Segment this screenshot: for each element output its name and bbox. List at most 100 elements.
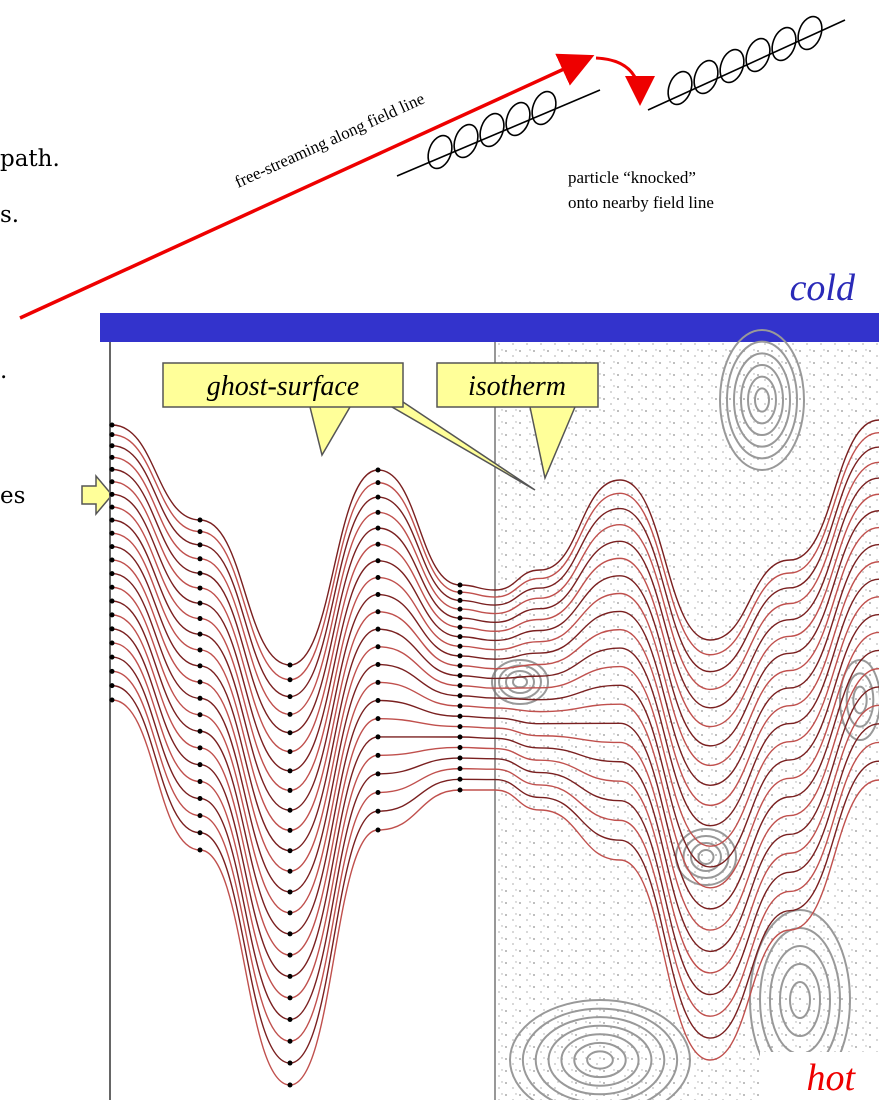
orbit-dot	[109, 683, 115, 689]
helix-loop	[427, 134, 453, 170]
island-ring	[697, 849, 715, 865]
orbit-dot	[197, 779, 203, 785]
orbit-dot	[457, 673, 463, 679]
helix-loop	[667, 70, 693, 106]
hot-label: hot	[806, 1057, 856, 1099]
ghost-curve	[111, 614, 879, 956]
orbit-dot	[287, 995, 293, 1001]
orbit-dot	[109, 504, 115, 510]
ghost-curve	[111, 656, 879, 1021]
orbit-dot	[287, 973, 293, 979]
field-line	[396, 89, 601, 177]
orbit-dot	[375, 558, 381, 564]
ghost-curve	[111, 506, 879, 792]
orbit-dot	[197, 517, 203, 523]
orbit-dot	[287, 952, 293, 958]
orbit-dot	[109, 584, 115, 590]
orbit-dot	[375, 575, 381, 581]
orbit-dot	[457, 653, 463, 659]
orbit-dot	[197, 695, 203, 701]
orbit-dot	[287, 677, 293, 683]
orbit-dot	[287, 931, 293, 937]
helix-loop	[531, 90, 557, 126]
ghost-curve	[111, 600, 879, 935]
island-ring	[779, 963, 821, 1037]
helix	[667, 15, 823, 106]
orbit-dot	[457, 787, 463, 793]
orbit-dot	[109, 640, 115, 646]
ghost-curve	[111, 628, 879, 978]
orbit-dot	[457, 624, 463, 630]
island-ring	[740, 364, 784, 436]
orbit-dot	[375, 644, 381, 650]
orbit-dot	[197, 712, 203, 718]
helix-loop	[797, 15, 823, 51]
helix-loop	[479, 112, 505, 148]
orbit-dot	[197, 847, 203, 853]
callout-pointer	[379, 399, 536, 491]
orbit-dot	[457, 713, 463, 719]
island-ring	[509, 999, 691, 1100]
orbit-dot	[287, 662, 293, 668]
hot-box	[760, 1052, 879, 1100]
helix-loop	[719, 48, 745, 84]
orbit-dot	[375, 662, 381, 668]
orbit-dot	[375, 679, 381, 685]
islands	[491, 329, 879, 1100]
orbit-dot	[287, 711, 293, 717]
orbit-dot	[197, 647, 203, 653]
island-ring	[586, 1050, 614, 1070]
orbit-dot	[375, 808, 381, 814]
orbit-dot	[197, 830, 203, 836]
orbit-dot	[375, 541, 381, 547]
orbit-dot	[109, 466, 115, 472]
orbit-dot	[197, 616, 203, 622]
callout-pointer	[309, 406, 351, 457]
orbit-dot	[375, 734, 381, 740]
orbit-dot	[287, 694, 293, 700]
orbit-dot	[457, 663, 463, 669]
ghost-curve	[111, 481, 879, 753]
orbit-dot	[197, 600, 203, 606]
ghost-curve	[111, 419, 879, 666]
orbit-dot	[109, 654, 115, 660]
island-ring	[547, 1024, 653, 1096]
helix-loop	[693, 59, 719, 95]
orbit-dot	[287, 1060, 293, 1066]
orbit-dot	[109, 571, 115, 577]
orbit-dot	[109, 612, 115, 618]
island-ring	[719, 329, 805, 471]
ghost-curve	[111, 431, 879, 681]
orbit-dot	[457, 589, 463, 595]
orbit-dot	[197, 542, 203, 548]
island-ring	[521, 1007, 679, 1100]
ghost-curve	[111, 532, 879, 832]
orbit-dot	[375, 509, 381, 515]
ghost-curve	[111, 684, 879, 1064]
orbit-dot	[287, 827, 293, 833]
orbit-dot	[109, 668, 115, 674]
orbit-dot	[287, 1038, 293, 1044]
knock-label: onto nearby field line	[568, 193, 714, 212]
margin-text: es	[0, 483, 25, 509]
ghost-curve	[111, 445, 879, 698]
ghost-curve	[111, 670, 879, 1042]
island-ring	[839, 659, 879, 741]
callout-box	[162, 362, 404, 408]
curves	[109, 419, 879, 1088]
orbit-dot	[287, 848, 293, 854]
ghost-curve	[111, 456, 879, 716]
orbit-dot	[375, 716, 381, 722]
helix-loop	[745, 37, 771, 73]
orbit-dot	[197, 556, 203, 562]
orbit-dot	[457, 734, 463, 740]
ghost-curve	[111, 519, 879, 811]
orbit-dot	[197, 679, 203, 685]
orbit-dot	[457, 597, 463, 603]
orbit-dot	[109, 517, 115, 523]
orbit-dot	[457, 703, 463, 709]
orbit-dot	[457, 776, 463, 782]
orbit-dot	[109, 422, 115, 428]
helix-loop	[771, 26, 797, 62]
pointer-arrow	[81, 473, 113, 517]
